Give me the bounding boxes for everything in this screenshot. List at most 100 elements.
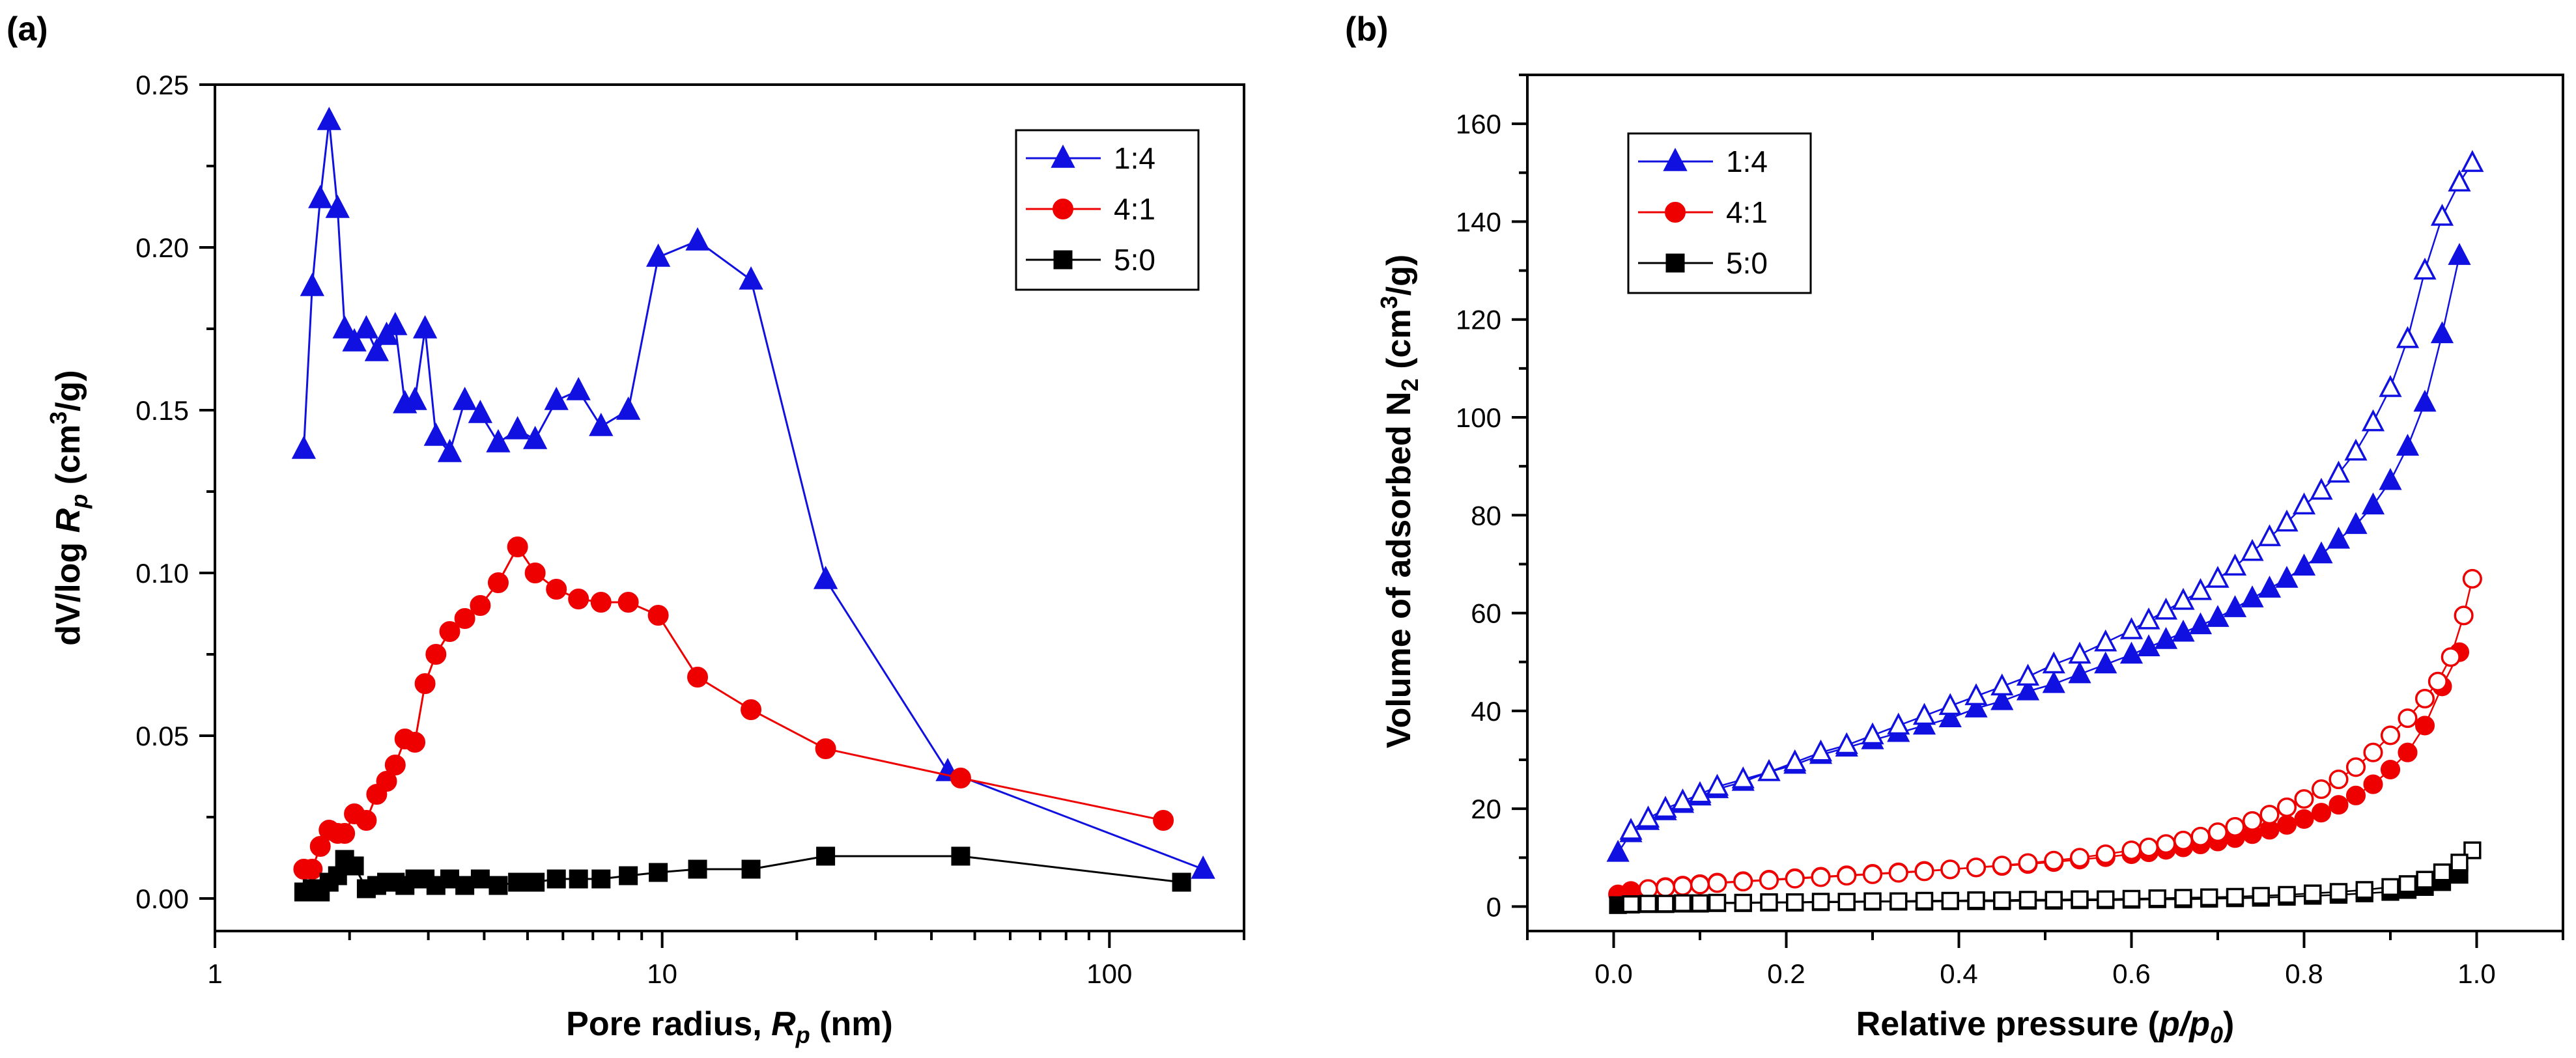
panel-a-label: (a): [7, 10, 48, 48]
panel-b-data-point: [2344, 438, 2368, 461]
panel-a-data-point: [591, 869, 611, 889]
panel-b-series-line-1-4-adsorption: [1617, 255, 2461, 854]
panel-b-y-tick-label: 100: [1456, 402, 1501, 433]
panel-b-data-point: [2069, 848, 2090, 868]
panel-b-data-point: [2200, 888, 2218, 906]
panel-a-y-label-sub: p: [66, 494, 92, 509]
panel-b-data-point: [1671, 788, 1695, 811]
panel-a-data-point: [317, 106, 341, 130]
panel-b-data-point: [2174, 889, 2192, 907]
panel-b-data-point: [1993, 891, 2011, 910]
panel-a-data-point: [488, 876, 508, 895]
panel-a-data-point: [440, 869, 460, 889]
panel-b-data-point: [2042, 651, 2065, 674]
panel-b-data-point: [2363, 742, 2383, 762]
panel-b-data-point: [1785, 869, 1805, 889]
panel-b-data-point: [2172, 619, 2195, 642]
panel-b-data-point: [2463, 841, 2482, 859]
panel-b-y-tick-label: 20: [1471, 794, 1501, 824]
panel-a-y-ticks: 0.00 0.05 0.10 0.15 0.20 0.25: [135, 70, 215, 914]
panel-b-data-point: [1861, 722, 1884, 745]
panel-b-data-point: [2345, 757, 2366, 777]
panel-b-data-point: [2122, 889, 2141, 908]
panel-b-x-ticks: 0.0 0.2 0.4 0.6 0.8 1.0: [1526, 931, 2564, 989]
panel-b-data-point: [1837, 893, 1856, 911]
panel-b-data-point: [2241, 538, 2264, 561]
panel-b-data-point: [1786, 893, 1804, 912]
panel-a-y-label-end: /g): [50, 370, 87, 411]
panel-b-data-point: [1705, 773, 1729, 796]
panel-b-data-point: [1691, 894, 1709, 912]
panel-b-data-point: [2430, 204, 2454, 226]
panel-a-data-point: [486, 428, 511, 452]
panel-b-data-point: [2328, 795, 2349, 815]
panel-b-data-point: [2188, 578, 2213, 600]
panel-a-x-label-var: R: [771, 1005, 796, 1043]
panel-b-data-point: [2119, 641, 2144, 664]
panel-b-data-point: [2311, 779, 2332, 800]
panel-b-data-point: [1622, 895, 1640, 913]
panel-b-data-point: [2258, 524, 2282, 546]
panel-a-data-point: [308, 184, 333, 208]
panel-a-data-point: [741, 699, 762, 720]
panel-b-data-point: [2345, 785, 2366, 805]
panel-a-data-point: [507, 536, 528, 557]
panel-a-data-point: [951, 846, 970, 866]
panel-b-data-point: [1966, 857, 1987, 878]
panel-a-data-point: [617, 592, 639, 613]
panel-b-y-tick-label: 160: [1456, 109, 1501, 139]
panel-b-data-point: [2413, 257, 2437, 280]
panel-a-data-point: [524, 563, 546, 583]
panel-b-data-point: [1888, 863, 1908, 883]
panel-b-data-point: [1835, 732, 1858, 755]
panel-b-data-point: [2414, 689, 2435, 709]
panel-a-y-label-prefix: dV/log: [50, 533, 87, 645]
panel-b-data-point: [2095, 844, 2116, 865]
panel-b-legend-marker: [1665, 202, 1686, 223]
panel-a-data-point: [616, 396, 641, 420]
panel-a-data-point: [487, 572, 509, 593]
panel-a-data-point: [544, 386, 569, 410]
panel-b-data-point: [2044, 850, 2064, 870]
panel-b-y-tick-label: 40: [1471, 696, 1501, 727]
panel-b-data-point: [1809, 739, 1833, 762]
panel-b-data-point: [2294, 789, 2314, 809]
panel-a-data-point: [815, 738, 836, 759]
panel-a-data-point: [404, 732, 426, 753]
panel-a-data-point: [546, 869, 566, 889]
panel-b-data-point: [2462, 568, 2482, 589]
panel-a-legend-label: 1:4: [1114, 141, 1155, 175]
panel-b-series-line-4-1-desorption: [1648, 578, 2474, 890]
panel-a-data-point: [739, 266, 763, 290]
panel-b-y-label-unit: (cm: [1380, 309, 1418, 378]
panel-b-x-tick-label: 0.2: [1767, 958, 1805, 989]
panel-b-x-label-sub: 0: [2210, 1022, 2223, 1048]
panel-a-data-point: [291, 435, 317, 459]
panel-b-data-point: [2396, 326, 2420, 348]
panel-a-data-point: [523, 425, 548, 449]
panel-b-data-point: [2414, 716, 2435, 736]
panel-b-y-tick-label: 0: [1486, 891, 1501, 922]
panel-b-legend-entries: 1:4 4:1 5:0: [1638, 145, 1768, 280]
panel-b-y-tick-label: 120: [1456, 305, 1501, 335]
panel-b-data-point: [2381, 878, 2399, 897]
panel-a-data-point: [468, 399, 493, 423]
panel-b-data-point: [2137, 634, 2160, 656]
panel-b-x-tick-label: 0.4: [1940, 958, 1977, 989]
panel-b-data-point: [1938, 705, 1962, 727]
panel-a-data-point: [356, 810, 377, 831]
panel-b-data-point: [2119, 617, 2144, 639]
panel-b-data-point: [2188, 612, 2213, 635]
panel-b-data-point: [2450, 854, 2469, 872]
panel-b-data-point: [1967, 891, 1985, 910]
panel-b-data-point: [2310, 541, 2333, 564]
panel-b-legend-marker: [1663, 147, 1688, 171]
panel-b-data-point: [2137, 607, 2160, 630]
panel-b-data-point: [1654, 796, 1677, 818]
panel-a-x-label-suffix: (nm): [810, 1005, 893, 1043]
panel-a-data-point: [423, 422, 448, 446]
panel-b-data-point: [2154, 627, 2178, 649]
panel-b-data-point: [2396, 434, 2420, 456]
panel-b-data-point: [1783, 749, 1807, 772]
